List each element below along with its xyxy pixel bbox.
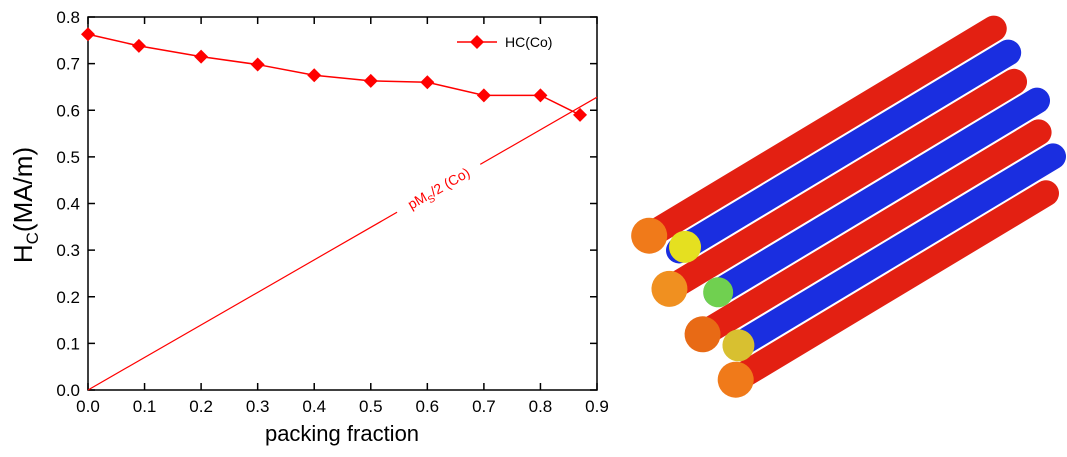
wire-end [651, 270, 688, 307]
data-point [131, 38, 146, 53]
wire-end [631, 217, 668, 254]
wire-end [717, 361, 754, 398]
y-tick-label: 0.1 [56, 334, 80, 353]
legend-label: HC(Co) [505, 34, 552, 50]
data-point [194, 49, 209, 64]
y-label-sub: C [23, 232, 42, 244]
x-tick-label: 0.5 [359, 397, 383, 416]
x-tick-label: 0.7 [472, 397, 496, 416]
data-point [81, 27, 95, 42]
wire-end [669, 230, 702, 263]
data-point [533, 88, 548, 103]
nanowire-render [631, 15, 1067, 398]
data-point [476, 88, 491, 103]
x-tick-label: 0.3 [246, 397, 270, 416]
y-tick-label: 0.6 [56, 101, 80, 120]
x-tick-label: 0.0 [76, 397, 100, 416]
y-tick-label: 0.3 [56, 241, 80, 260]
wire [663, 68, 1028, 298]
data-point [420, 75, 435, 90]
x-tick-label: 0.2 [189, 397, 213, 416]
y-axis-label: HC(MA/m) [8, 147, 42, 263]
wire [727, 143, 1067, 357]
wire-end [703, 277, 734, 308]
x-tick-label: 0.8 [529, 397, 553, 416]
reference-annotation: pMS/2 (Co) [405, 164, 475, 216]
wire-end [684, 316, 721, 353]
annotation-rest: /2 (Co) [427, 164, 472, 199]
annotation-sub: S [426, 193, 438, 206]
wire [696, 119, 1052, 344]
y-tick-label: 0.7 [56, 55, 80, 74]
plot-frame [87, 16, 598, 391]
x-tick-label: 0.9 [585, 397, 609, 416]
wire [703, 87, 1051, 307]
x-tick-label: 0.6 [416, 397, 440, 416]
wire [729, 180, 1059, 389]
y-label-unit: (MA/m) [8, 147, 38, 232]
data-point [363, 73, 378, 88]
y-tick-label: 0.8 [56, 8, 80, 27]
x-axis-label: packing fraction [265, 421, 419, 446]
y-tick-label: 0.2 [56, 288, 80, 307]
wire [643, 15, 1007, 245]
data-point [573, 107, 588, 122]
y-tick-label: 0.4 [56, 195, 80, 214]
x-tick-label: 0.1 [133, 397, 157, 416]
reference-line [87, 96, 598, 391]
x-tick-label: 0.4 [302, 397, 326, 416]
legend-marker [470, 35, 484, 49]
data-line [87, 33, 581, 116]
y-label-main: H [8, 244, 38, 263]
data-point [307, 68, 322, 83]
annotation-bg [392, 155, 486, 221]
y-tick-label: 0.0 [56, 381, 80, 400]
y-tick-label: 0.5 [56, 148, 80, 167]
wire [666, 39, 1022, 264]
data-point [250, 57, 265, 72]
wire-end [722, 329, 755, 362]
